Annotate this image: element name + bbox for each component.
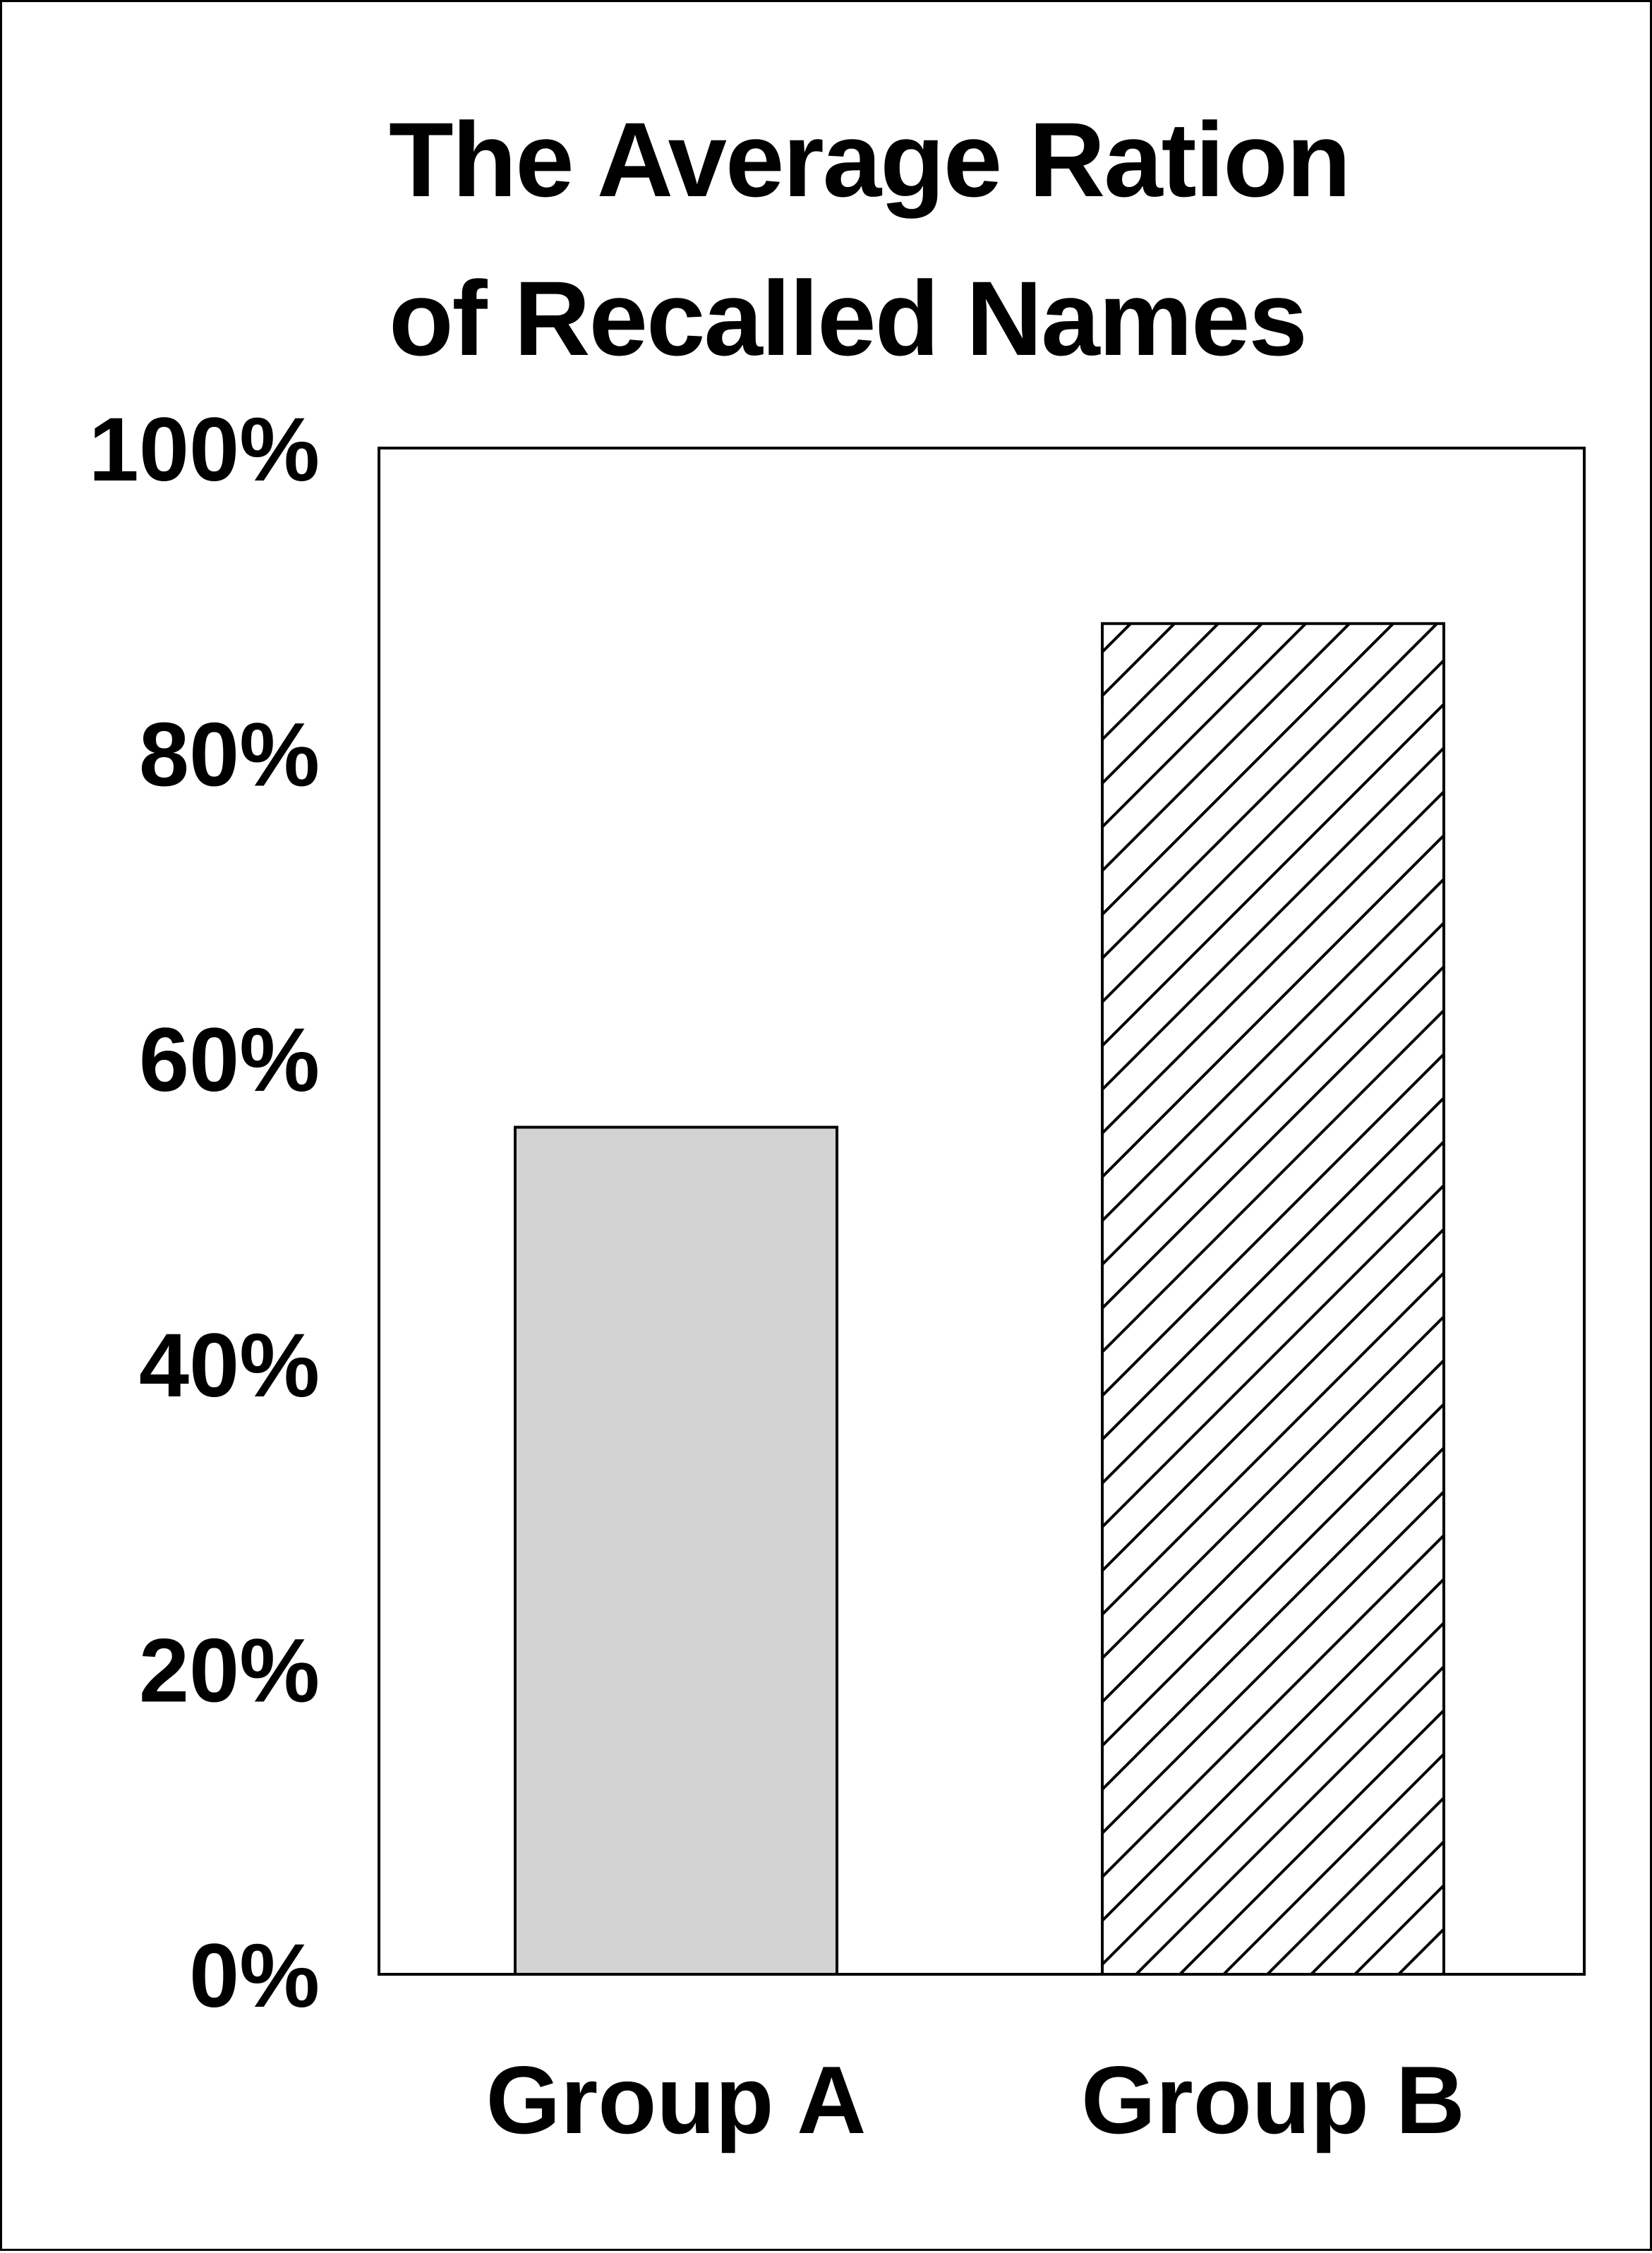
y-tick-label: 20% xyxy=(139,1620,320,1721)
y-tick-label: 60% xyxy=(139,1010,320,1111)
x-axis-categories: Group A Group B xyxy=(486,2046,1465,2154)
bar-group-b xyxy=(1101,622,1445,1976)
y-tick-label: 0% xyxy=(189,1926,320,2027)
chart-title-line-1: The Average Ration xyxy=(389,100,1350,219)
x-category-label: Group B xyxy=(1081,2046,1465,2154)
y-tick-label: 100% xyxy=(89,399,320,500)
x-category-label: Group A xyxy=(486,2046,867,2154)
y-tick-label: 80% xyxy=(139,705,320,806)
y-axis-ticks: 0% 20% 40% 60% 80% 100% xyxy=(89,399,320,2027)
y-tick-label: 40% xyxy=(139,1315,320,1416)
bar-group-a xyxy=(514,1125,838,1976)
bars-group xyxy=(514,622,1445,1976)
chart-title-line-2: of Recalled Names xyxy=(389,259,1306,377)
plot-area-frame xyxy=(378,447,1586,1976)
